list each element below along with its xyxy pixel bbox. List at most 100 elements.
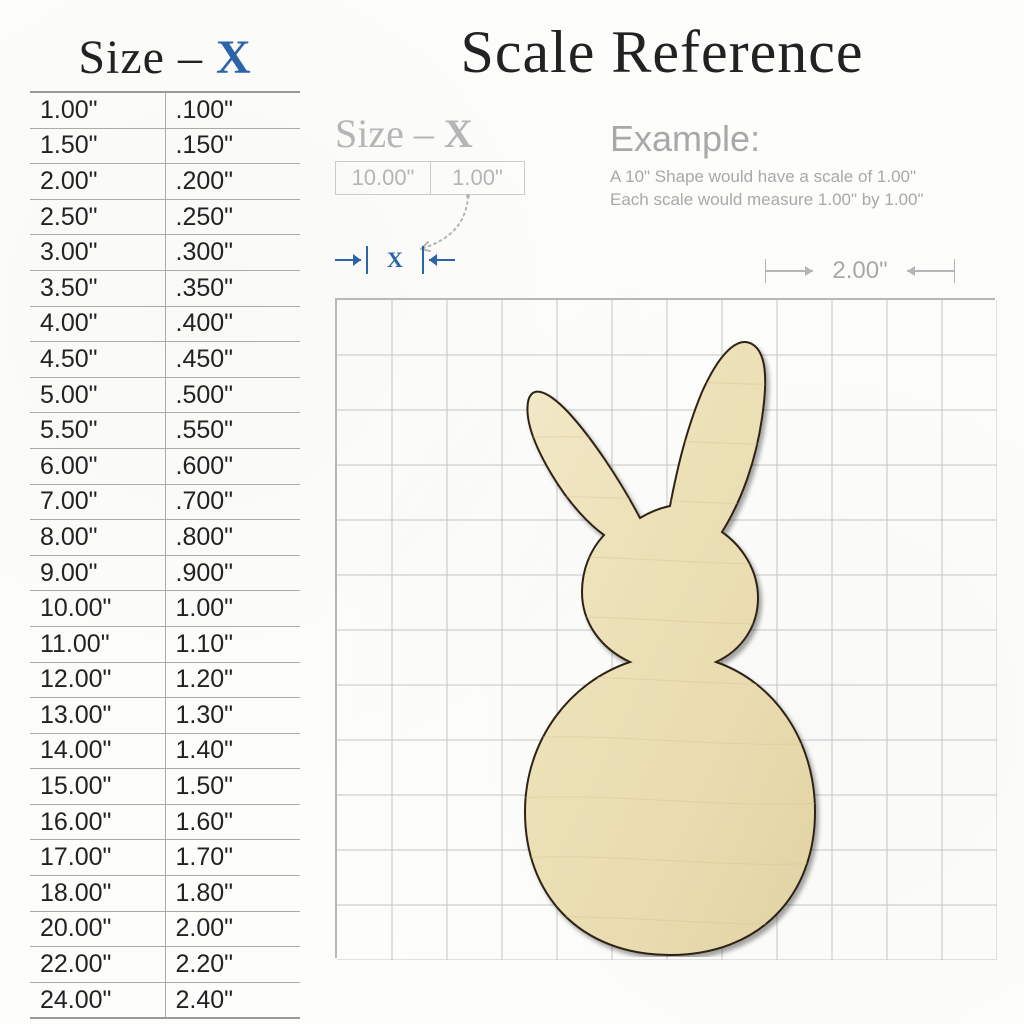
- table-cell: 5.50": [30, 413, 165, 449]
- example-title: Example:: [610, 118, 994, 160]
- table-cell: 1.30": [165, 698, 300, 734]
- table-cell: 1.60": [165, 804, 300, 840]
- table-cell: 3.50": [30, 270, 165, 306]
- table-cell: 1.50": [165, 769, 300, 805]
- page-title: Scale Reference: [320, 18, 1004, 87]
- table-row: 2.50".250": [30, 199, 300, 235]
- table-cell: 1.80": [165, 876, 300, 912]
- size-column: Size – X 1.00".100"1.50".150"2.00".200"2…: [30, 30, 300, 1019]
- size-table-header: Size – X: [30, 30, 300, 85]
- x-dimension-indicator: X: [335, 240, 455, 280]
- table-cell: 2.00": [30, 164, 165, 200]
- example-line2: Each scale would measure 1.00" by 1.00": [610, 189, 994, 212]
- grid-lines: [337, 300, 997, 960]
- table-row: 20.00"2.00": [30, 911, 300, 947]
- table-cell: 3.00": [30, 235, 165, 271]
- table-cell: 1.00": [165, 591, 300, 627]
- table-cell: 1.50": [30, 128, 165, 164]
- example-line1: A 10" Shape would have a scale of 1.00": [610, 166, 994, 189]
- table-cell: .300": [165, 235, 300, 271]
- table-cell: 14.00": [30, 733, 165, 769]
- table-row: 3.00".300": [30, 235, 300, 271]
- table-cell: 1.40": [165, 733, 300, 769]
- example-body: A 10" Shape would have a scale of 1.00" …: [610, 166, 994, 212]
- size-header-accent: X: [216, 31, 252, 84]
- table-cell: .350": [165, 270, 300, 306]
- table-row: 22.00"2.20": [30, 947, 300, 983]
- table-cell: 8.00": [30, 520, 165, 556]
- table-row: 11.00"1.10": [30, 626, 300, 662]
- table-cell: 2.50": [30, 199, 165, 235]
- ghost-header-accent: X: [444, 111, 473, 156]
- svg-text:X: X: [387, 247, 403, 272]
- table-cell: 13.00": [30, 698, 165, 734]
- table-cell: 20.00": [30, 911, 165, 947]
- table-cell: 2.40": [165, 982, 300, 1018]
- table-row: 15.00"1.50": [30, 769, 300, 805]
- ghost-cell-scale: 1.00": [430, 161, 525, 195]
- example-block: Example: A 10" Shape would have a scale …: [610, 118, 994, 212]
- table-cell: 1.70": [165, 840, 300, 876]
- ghost-header-sep: –: [414, 111, 434, 156]
- table-row: 3.50".350": [30, 270, 300, 306]
- table-cell: 16.00": [30, 804, 165, 840]
- table-cell: 12.00": [30, 662, 165, 698]
- table-row: 6.00".600": [30, 448, 300, 484]
- table-cell: 1.00": [30, 92, 165, 128]
- table-row: 1.50".150": [30, 128, 300, 164]
- scale-indicator: 2.00": [765, 255, 955, 287]
- table-row: 18.00"1.80": [30, 876, 300, 912]
- table-cell: .150": [165, 128, 300, 164]
- measurement-grid: [335, 298, 995, 958]
- scale-label: 2.00": [832, 257, 887, 285]
- table-row: 5.50".550": [30, 413, 300, 449]
- size-header-sep: –: [178, 31, 203, 84]
- table-cell: 22.00": [30, 947, 165, 983]
- size-header-prefix: Size: [78, 31, 165, 84]
- table-cell: 11.00": [30, 626, 165, 662]
- table-cell: .800": [165, 520, 300, 556]
- table-row: 8.00".800": [30, 520, 300, 556]
- table-cell: .600": [165, 448, 300, 484]
- table-cell: 5.00": [30, 377, 165, 413]
- table-row: 2.00".200": [30, 164, 300, 200]
- table-cell: 17.00": [30, 840, 165, 876]
- table-cell: .550": [165, 413, 300, 449]
- ghost-header: Size – X: [335, 110, 525, 157]
- table-cell: 15.00": [30, 769, 165, 805]
- ghost-row: 10.00" 1.00": [335, 161, 525, 195]
- table-cell: .400": [165, 306, 300, 342]
- table-cell: .900": [165, 555, 300, 591]
- table-cell: 6.00": [30, 448, 165, 484]
- table-row: 24.00"2.40": [30, 982, 300, 1018]
- table-row: 17.00"1.70": [30, 840, 300, 876]
- table-cell: .450": [165, 342, 300, 378]
- table-row: 4.50".450": [30, 342, 300, 378]
- ghost-size-block: Size – X 10.00" 1.00": [335, 110, 525, 195]
- table-cell: .100": [165, 92, 300, 128]
- table-row: 14.00"1.40": [30, 733, 300, 769]
- table-row: 9.00".900": [30, 555, 300, 591]
- table-cell: .200": [165, 164, 300, 200]
- table-row: 16.00"1.60": [30, 804, 300, 840]
- table-cell: 7.00": [30, 484, 165, 520]
- table-cell: 18.00": [30, 876, 165, 912]
- table-cell: 9.00": [30, 555, 165, 591]
- table-cell: 2.00": [165, 911, 300, 947]
- ghost-cell-size: 10.00": [335, 161, 430, 195]
- table-cell: 4.50": [30, 342, 165, 378]
- table-row: 13.00"1.30": [30, 698, 300, 734]
- table-cell: 10.00": [30, 591, 165, 627]
- size-table: 1.00".100"1.50".150"2.00".200"2.50".250"…: [30, 91, 300, 1019]
- table-row: 1.00".100": [30, 92, 300, 128]
- table-cell: .700": [165, 484, 300, 520]
- table-row: 5.00".500": [30, 377, 300, 413]
- table-cell: .250": [165, 199, 300, 235]
- ghost-header-prefix: Size: [335, 111, 404, 156]
- table-row: 10.00"1.00": [30, 591, 300, 627]
- table-cell: 2.20": [165, 947, 300, 983]
- table-cell: .500": [165, 377, 300, 413]
- table-row: 7.00".700": [30, 484, 300, 520]
- table-cell: 1.10": [165, 626, 300, 662]
- table-row: 4.00".400": [30, 306, 300, 342]
